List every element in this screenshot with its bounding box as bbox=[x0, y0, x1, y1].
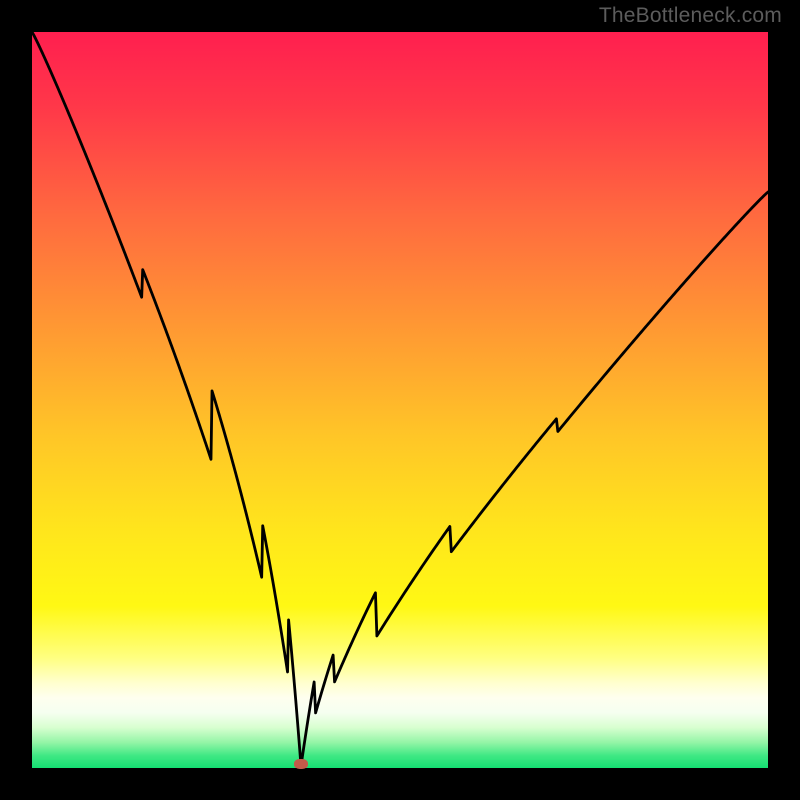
bottleneck-curve bbox=[32, 32, 768, 768]
minimum-marker-dot bbox=[294, 759, 308, 769]
watermark-text: TheBottleneck.com bbox=[599, 4, 782, 28]
plot-area bbox=[32, 32, 768, 768]
